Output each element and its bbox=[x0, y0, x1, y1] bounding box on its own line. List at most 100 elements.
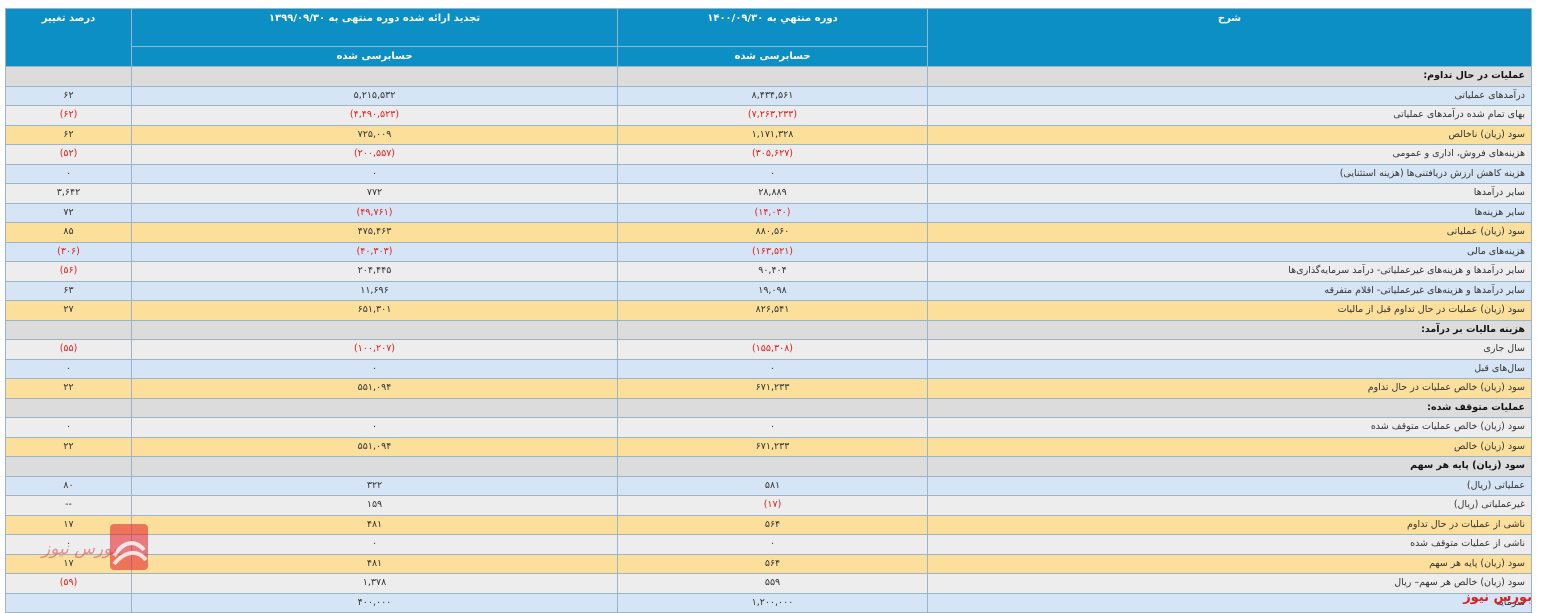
table-row: ۶۲ ۷۲۵,۰۰۹ ۱,۱۷۱,۳۲۸ سود (زیان) ناخالص bbox=[5, 124, 1532, 145]
table-row: ۳,۶۴۲ ۷۷۲ ۲۸,۸۸۹ سایر درآمدها bbox=[5, 183, 1532, 204]
section-row: عملیات متوقف شده: bbox=[5, 397, 1532, 418]
current-period-cell: ۱,۲۰۰,۰۰۰ bbox=[617, 592, 928, 613]
description-header: شرح bbox=[927, 8, 1532, 67]
percent-change-cell: ۶۲ bbox=[5, 85, 132, 106]
description-cell: هزینه‌های فروش، اداری و عمومی bbox=[927, 144, 1532, 165]
description-cell: سود (زیان) ناخالص bbox=[927, 124, 1532, 145]
current-period-cell: (۱۴,۰۳۰) bbox=[617, 202, 928, 223]
current-period-cell: ۶۷۱,۲۳۳ bbox=[617, 436, 928, 457]
current-period-cell: (۱۵۵,۳۰۸) bbox=[617, 339, 928, 360]
previous-period-cell: ۱۱,۶۹۶ bbox=[131, 280, 618, 301]
percent-change-cell: ۱۷ bbox=[5, 553, 132, 574]
description-cell: سود (زیان) عملیاتی bbox=[927, 222, 1532, 243]
description-cell: درآمدهای عملیاتی bbox=[927, 85, 1532, 106]
description-cell: هزینه مالیات بر درآمد: bbox=[927, 319, 1532, 340]
header-row: درصد تغییر تجدید ارائه شده دوره منتهی به… bbox=[5, 8, 1532, 67]
description-cell: سود (زیان) خالص عملیات در حال تداوم bbox=[927, 378, 1532, 399]
previous-period-cell bbox=[131, 397, 618, 418]
table-row: ۲۲ ۵۵۱,۰۹۴ ۶۷۱,۲۳۳ سود (زیان) خالص عملیات د… bbox=[5, 378, 1532, 399]
percent-change-cell bbox=[5, 456, 132, 477]
table-row: (۶۲) (۴,۴۹۰,۵۲۳) (۷,۲۶۳,۲۳۳) بهای تمام شده … bbox=[5, 105, 1532, 126]
table-row: (۵۵) (۱۰۰,۲۰۷) (۱۵۵,۳۰۸) سال جاری bbox=[5, 339, 1532, 360]
percent-change-cell: ۶۳ bbox=[5, 280, 132, 301]
percent-change-cell bbox=[5, 319, 132, 340]
description-cell: سود (زیان) عملیات در حال تداوم قبل از ما… bbox=[927, 300, 1532, 321]
table-row: ۰ ۰ ۰ سود (زیان) خالص عملیات متوقف شده bbox=[5, 417, 1532, 438]
previous-period-cell: ۲۰۴,۴۴۵ bbox=[131, 261, 618, 282]
section-row: هزینه مالیات بر درآمد: bbox=[5, 319, 1532, 340]
previous-period-cell: ۱۵۹ bbox=[131, 495, 618, 516]
percent-change-cell: (۶۲) bbox=[5, 105, 132, 126]
watermark-text: بورس نیوز bbox=[40, 539, 117, 559]
table-row: (۵۶) ۲۰۴,۴۴۵ ۹۰,۴۰۴ سایر درآمدها و هزینه‌ها… bbox=[5, 261, 1532, 282]
description-cell: سایر درآمدها bbox=[927, 183, 1532, 204]
description-cell: بهای تمام شده درآمدهای عملیاتی bbox=[927, 105, 1532, 126]
description-cell: سایر درآمدها و هزینه‌های غیرعملیاتی- درآ… bbox=[927, 261, 1532, 282]
previous-period-cell: ۴۷۵,۴۶۳ bbox=[131, 222, 618, 243]
percent-change-cell: ۲۲ bbox=[5, 436, 132, 457]
previous-period-cell: ۷۷۲ bbox=[131, 183, 618, 204]
table-row: ۶۳ ۱۱,۶۹۶ ۱۹,۰۹۸ سایر درآمدها و هزینه‌های غ… bbox=[5, 280, 1532, 301]
percent-change-cell bbox=[5, 592, 132, 613]
current-period-cell: (۱۶۳,۵۲۱) bbox=[617, 241, 928, 262]
previous-period-cell: ۴۸۱ bbox=[131, 553, 618, 574]
previous-period-cell: ۷۲۵,۰۰۹ bbox=[131, 124, 618, 145]
current-period-cell bbox=[617, 66, 928, 87]
bourse-news-watermark-logo: بورس نیوز bbox=[40, 524, 148, 570]
current-period-cell: ۲۸,۸۸۹ bbox=[617, 183, 928, 204]
percent-change-cell: ۰ bbox=[5, 358, 132, 379]
previous-period-cell: ۵۵۱,۰۹۴ bbox=[131, 378, 618, 399]
previous-period-cell: ۰ bbox=[131, 534, 618, 555]
table-row: (۳۰۶) (۴۰,۳۰۳) (۱۶۳,۵۲۱) هزینه‌های مالی bbox=[5, 241, 1532, 262]
table-row: ۲۷ ۶۵۱,۳۰۱ ۸۲۶,۵۴۱ سود (زیان) عملیات در حال… bbox=[5, 300, 1532, 321]
table-row: ۱۷ ۴۸۱ ۵۶۴ ناشی از عملیات در حال تداوم bbox=[5, 514, 1532, 535]
description-cell: عملیاتی (ریال) bbox=[927, 475, 1532, 496]
description-cell: سود (زیان) پایه هر سهم bbox=[927, 553, 1532, 574]
table-row: (۵۲) (۲۰۰,۵۵۷) (۳۰۵,۶۲۷) هزینه‌های فروش، اد… bbox=[5, 144, 1532, 165]
previous-period-cell: ۴۰۰,۰۰۰ bbox=[131, 592, 618, 613]
current-period-cell bbox=[617, 397, 928, 418]
percent-change-cell: -- bbox=[5, 495, 132, 516]
table-body: عملیات در حال تداوم: ۶۲ ۵,۲۱۵,۵۳۲ ۸,۴۳۴,۵۶۱… bbox=[5, 66, 1532, 613]
description-cell: سال‌های قبل bbox=[927, 358, 1532, 379]
current-period-cell: ۵۸۱ bbox=[617, 475, 928, 496]
current-period-cell: ۰ bbox=[617, 163, 928, 184]
current-period-cell: ۸,۴۳۴,۵۶۱ bbox=[617, 85, 928, 106]
previous-period-cell bbox=[131, 456, 618, 477]
current-period-cell: ۹۰,۴۰۴ bbox=[617, 261, 928, 282]
description-cell: عملیات متوقف شده: bbox=[927, 397, 1532, 418]
description-cell: عملیات در حال تداوم: bbox=[927, 66, 1532, 87]
audit-status-row: حسابرسی شده حسابرسی شده bbox=[6, 46, 1532, 67]
description-cell: هزینه کاهش ارزش دریافتنی‌ها (هزینه استثن… bbox=[927, 163, 1532, 184]
percent-change-cell: ۷۲ bbox=[5, 202, 132, 223]
current-period-cell: ۰ bbox=[617, 417, 928, 438]
previous-period-cell: (۴۰,۳۰۳) bbox=[131, 241, 618, 262]
description-cell: سود (زیان) خالص bbox=[927, 436, 1532, 457]
percent-change-cell: ۸۵ bbox=[5, 222, 132, 243]
previous-period-cell: ۶۵۱,۳۰۱ bbox=[131, 300, 618, 321]
previous-period-cell: ۳۲۲ bbox=[131, 475, 618, 496]
percent-change-cell: ۳,۶۴۲ bbox=[5, 183, 132, 204]
section-row: سود (زیان) پایه هر سهم bbox=[5, 456, 1532, 477]
description-cell: سرمایه bbox=[927, 592, 1532, 613]
previous-period-cell: ۰ bbox=[131, 417, 618, 438]
percent-change-cell: (۳۰۶) bbox=[5, 241, 132, 262]
percent-change-cell: ۶۲ bbox=[5, 124, 132, 145]
current-period-cell: ۶۷۱,۲۳۳ bbox=[617, 378, 928, 399]
current-period-cell: ۵۵۹ bbox=[617, 573, 928, 594]
description-cell: سال جاری bbox=[927, 339, 1532, 360]
percent-change-cell: (۵۶) bbox=[5, 261, 132, 282]
previous-period-cell: ۰ bbox=[131, 163, 618, 184]
table-row: ۴۰۰,۰۰۰ ۱,۲۰۰,۰۰۰ سرمایه bbox=[5, 592, 1532, 613]
brand-footer-text: بورس نیوز bbox=[1463, 590, 1532, 605]
current-period-cell: ۵۶۴ bbox=[617, 553, 928, 574]
percent-change-cell: ۲۲ bbox=[5, 378, 132, 399]
description-cell: هزینه‌های مالی bbox=[927, 241, 1532, 262]
current-period-cell bbox=[617, 319, 928, 340]
description-cell: سایر درآمدها و هزینه‌های غیرعملیاتی- اقل… bbox=[927, 280, 1532, 301]
table-row: (۵۹) ۱,۳۷۸ ۵۵۹ سود (زیان) خالص هر سهم– ریال bbox=[5, 573, 1532, 594]
current-period-cell: (۳۰۵,۶۲۷) bbox=[617, 144, 928, 165]
table-row: ۸۵ ۴۷۵,۴۶۳ ۸۸۰,۵۶۰ سود (زیان) عملیاتی bbox=[5, 222, 1532, 243]
percent-change-cell: ۲۷ bbox=[5, 300, 132, 321]
previous-period-cell: ۱,۳۷۸ bbox=[131, 573, 618, 594]
